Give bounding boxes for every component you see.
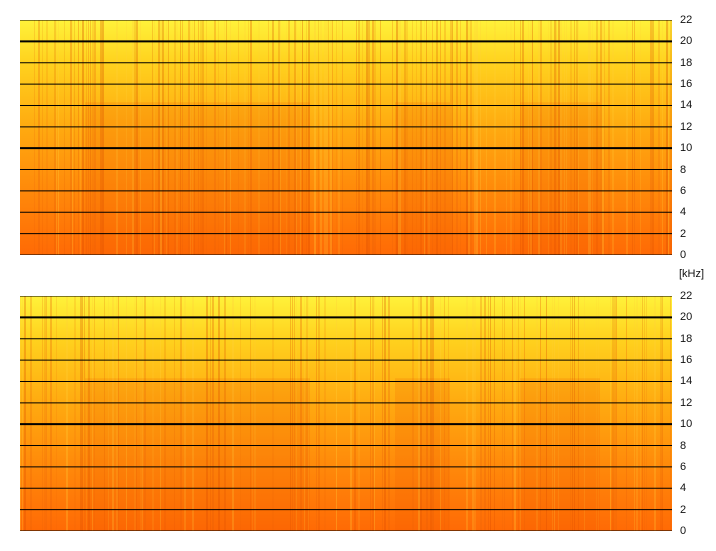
y-tick-label: 0 [680,525,687,537]
y-tick-label: 8 [680,163,687,176]
y-tick-label: 2 [680,227,687,240]
y-tick-label: 16 [680,78,693,91]
y-tick-label: 0 [680,249,687,261]
y-tick-label: 10 [680,418,693,431]
frequency-unit-label: [kHz] [679,268,705,280]
spectrogram-bottom-svg [20,296,672,531]
y-tick-label: 18 [680,56,693,69]
y-tick-label: 22 [680,14,693,26]
spectrogram-top-svg [20,20,672,255]
y-tick-label: 20 [680,311,693,324]
y-tick-label: 14 [680,375,693,388]
y-tick-label: 22 [680,290,693,302]
spectrogram-bottom: 0 2 4 6 8 10 12 14 16 18 20 22 [0,285,716,547]
y-tick-label: 2 [680,503,687,516]
y-tick-label: 8 [680,439,687,452]
spectrogram-top: 0 2 4 6 8 10 12 14 16 18 20 22 [0,0,716,262]
spectrogram-texture [20,296,671,531]
spectrogram-top-plot [20,20,672,255]
y-tick-label: 6 [680,460,687,473]
y-tick-label: 12 [680,396,693,409]
y-tick-label: 14 [680,99,693,112]
spectrogram-bottom-plot [20,296,672,531]
y-tick-label: 16 [680,354,693,367]
y-tick-label: 4 [680,482,687,495]
y-tick-label: 10 [680,142,693,155]
y-tick-label: 6 [680,184,687,197]
y-tick-label: 18 [680,332,693,345]
y-tick-label: 4 [680,206,687,219]
spectrogram-texture [34,20,672,255]
y-tick-label: 20 [680,35,693,48]
y-tick-label: 12 [680,120,693,133]
